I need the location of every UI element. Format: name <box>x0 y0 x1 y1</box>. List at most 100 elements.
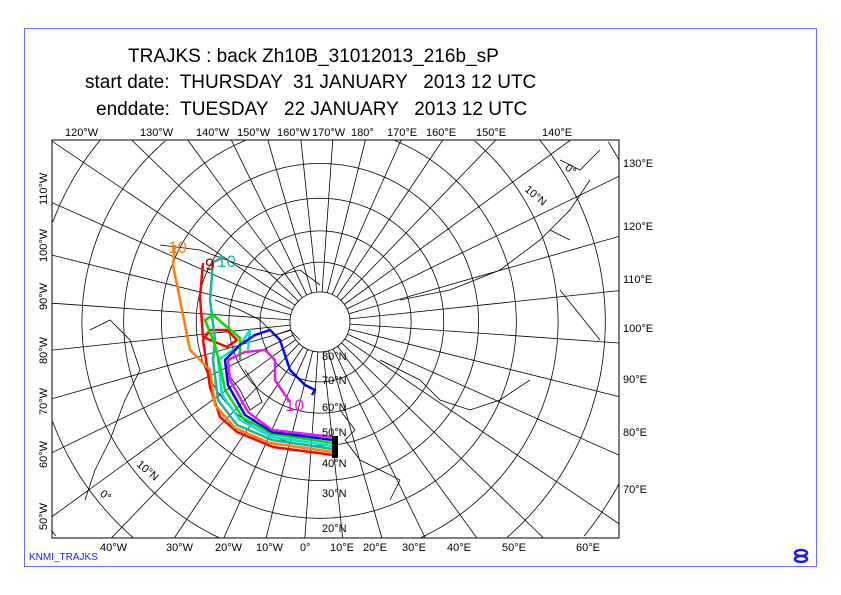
meridian-line <box>340 140 497 301</box>
trajectory-cyan <box>216 328 334 448</box>
left-lon-label: 70°W <box>38 387 50 415</box>
lat-label: 50°N <box>322 427 347 439</box>
top-lon-label: 140°E <box>542 127 573 139</box>
meridian-line <box>52 339 296 517</box>
top-lon-label: 150°W <box>237 127 271 139</box>
meridian-line <box>321 140 334 293</box>
meridian-line <box>52 334 294 454</box>
meridian-line <box>337 346 478 538</box>
left-lon-label: 80°W <box>38 336 50 364</box>
graticule <box>52 140 619 538</box>
traj-label-teal: 10 <box>217 252 236 271</box>
left-lon-label: 60°W <box>38 440 50 468</box>
title-end-date: enddate: TUESDAY 22 JANUARY 2013 12 UTC <box>96 99 528 120</box>
outer-frame <box>24 28 817 567</box>
meridian-line <box>336 140 444 298</box>
bottom-lon-label: 0° <box>300 542 311 554</box>
left-lon-label: 50°W <box>38 502 50 530</box>
right-lon-label: 110°E <box>623 274 653 286</box>
meridian-line <box>52 140 296 306</box>
bottom-lon-label: 30°E <box>402 542 426 554</box>
meridian-line <box>111 343 300 538</box>
coastlines <box>84 149 601 501</box>
meridian-line <box>52 302 291 321</box>
latitude-circle <box>123 140 517 519</box>
meridian-line <box>348 235 619 315</box>
meridian-line <box>230 140 308 296</box>
meridian-line <box>341 342 544 538</box>
bottom-lon-label: 40°W <box>100 542 128 554</box>
latitude-circle <box>228 230 412 414</box>
top-lon-label: 120°W <box>65 127 99 139</box>
left-lon-label: 110°W <box>38 172 50 205</box>
bottom-lon-label: 10°E <box>330 542 354 554</box>
top-lon-label: 170°E <box>387 127 418 139</box>
meridian-line <box>346 175 619 310</box>
bottom-lon-label: 40°E <box>447 542 471 554</box>
footer-label: KNMI_TRAJKS <box>29 552 98 563</box>
meridian-line <box>349 328 619 397</box>
meridian-line <box>332 348 426 538</box>
lat-label: 30°N <box>322 488 347 500</box>
bottom-lon-label: 20°E <box>363 542 387 554</box>
meridian-line <box>131 140 299 302</box>
meridian-line <box>52 202 293 311</box>
trajectory-green <box>203 313 334 445</box>
bottom-lon-label: 20°W <box>215 542 243 554</box>
meridian-line <box>52 329 292 400</box>
right-lon-label: 90°E <box>623 374 647 386</box>
latitude-circle <box>52 141 619 537</box>
top-lon-label: 160°E <box>426 127 457 139</box>
trajectory-teal <box>208 256 334 451</box>
meridian-line <box>327 350 383 538</box>
top-lon-label: 160°W <box>277 127 311 139</box>
meridian-line <box>267 140 313 294</box>
latitude-circle <box>195 197 445 447</box>
title-start-date: start date: THURSDAY 31 JANUARY 2013 12 … <box>85 72 537 93</box>
meridian-line <box>52 254 291 316</box>
traj-label-red: 9 <box>205 255 215 274</box>
trajectory-blue <box>223 328 334 442</box>
plot-border <box>51 139 620 539</box>
meridian-line <box>344 338 619 525</box>
bottom-lon-label: 60°E <box>576 542 600 554</box>
top-lon-label: 140°W <box>196 127 230 139</box>
right-lon-label: 80°E <box>623 427 647 439</box>
lat-label: 20°N <box>322 523 347 535</box>
lat-label: 70°N <box>322 375 347 387</box>
bottom-lon-label: 30°W <box>166 542 194 554</box>
bottom-lon-label: 50°E <box>502 542 526 554</box>
top-lon-label: 180° <box>351 127 374 139</box>
meridian-line <box>173 346 304 538</box>
meridian-line <box>349 290 619 320</box>
latitude-circle <box>161 163 479 481</box>
meridian-line <box>326 140 366 293</box>
meridian-line <box>331 140 402 295</box>
right-lon-label: 100°E <box>623 323 654 335</box>
right-lon-label: 130°E <box>623 158 654 170</box>
meridian-line <box>187 140 303 298</box>
right-lon-label: 70°E <box>623 484 647 496</box>
left-lon-label: 100°W <box>38 228 50 262</box>
meridian-line <box>344 140 571 305</box>
bottom-lon-label: 10°W <box>256 542 284 554</box>
latitude-circle <box>52 140 606 538</box>
trajectory-orange <box>171 244 334 454</box>
top-lon-label: 170°W <box>312 127 346 139</box>
top-lon-label: 150°E <box>476 127 507 139</box>
trajectories <box>171 244 334 457</box>
meridian-line <box>347 333 619 456</box>
right-lon-label: 120°E <box>623 221 654 233</box>
meridian-line <box>300 140 318 293</box>
title-line-1: TRAJKS : back Zh10B_31012013_216b_sP <box>128 46 499 67</box>
top-lon-label: 130°W <box>140 127 174 139</box>
traj-label-orange: 10 <box>168 238 187 257</box>
start-point-marker <box>332 436 338 458</box>
latitude-circle <box>259 261 381 383</box>
polar-cap <box>289 291 351 353</box>
meridian-line <box>52 324 291 351</box>
lat-label: 60°N <box>322 402 347 414</box>
lat-label: 80°N <box>322 351 347 363</box>
